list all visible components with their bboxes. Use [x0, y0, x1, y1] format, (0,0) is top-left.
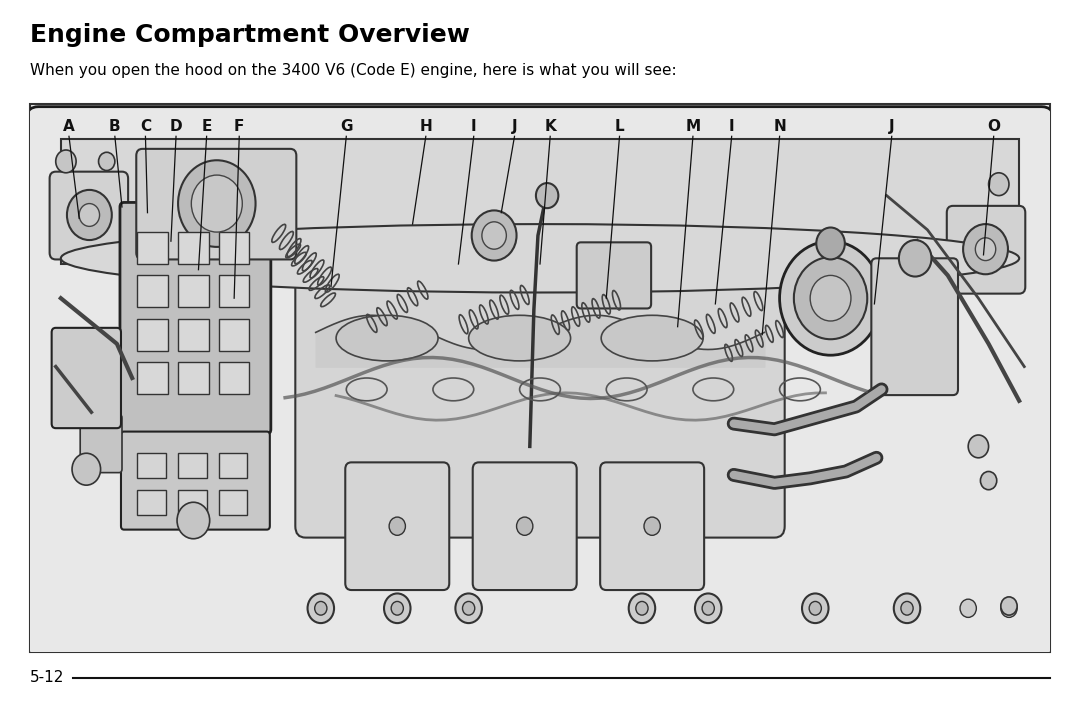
- Text: E: E: [202, 120, 212, 134]
- Circle shape: [56, 150, 76, 173]
- Text: O: O: [987, 120, 1000, 134]
- Circle shape: [702, 601, 714, 615]
- Bar: [137, 232, 167, 264]
- FancyBboxPatch shape: [120, 202, 271, 434]
- FancyBboxPatch shape: [600, 462, 704, 590]
- Ellipse shape: [602, 315, 703, 361]
- Circle shape: [178, 161, 256, 247]
- Ellipse shape: [60, 224, 1020, 292]
- Circle shape: [694, 593, 721, 623]
- Circle shape: [981, 472, 997, 490]
- FancyBboxPatch shape: [26, 107, 1054, 656]
- FancyBboxPatch shape: [50, 171, 129, 259]
- Circle shape: [314, 601, 327, 615]
- Text: A: A: [63, 120, 75, 134]
- Circle shape: [960, 599, 976, 617]
- Circle shape: [67, 190, 112, 240]
- Circle shape: [816, 228, 845, 259]
- Circle shape: [988, 173, 1009, 196]
- Circle shape: [79, 204, 99, 226]
- Text: F: F: [234, 120, 244, 134]
- Text: I: I: [471, 120, 476, 134]
- FancyBboxPatch shape: [80, 415, 122, 472]
- Text: Engine Compartment Overview: Engine Compartment Overview: [30, 23, 470, 47]
- Text: J: J: [889, 120, 894, 134]
- Bar: [178, 490, 206, 515]
- Bar: [137, 319, 167, 351]
- Circle shape: [536, 183, 558, 208]
- Text: When you open the hood on the 3400 V6 (Code E) engine, here is what you will see: When you open the hood on the 3400 V6 (C…: [30, 63, 677, 78]
- Bar: [30, 104, 1050, 652]
- Bar: [219, 319, 249, 351]
- FancyBboxPatch shape: [295, 230, 785, 538]
- Ellipse shape: [469, 315, 570, 361]
- Circle shape: [629, 593, 656, 623]
- Circle shape: [794, 257, 867, 339]
- Bar: [219, 232, 249, 264]
- Bar: [60, 138, 1020, 264]
- Circle shape: [384, 593, 410, 623]
- Circle shape: [968, 435, 988, 458]
- Bar: [137, 362, 167, 394]
- FancyBboxPatch shape: [473, 462, 577, 590]
- Bar: [178, 319, 208, 351]
- Bar: [137, 275, 167, 307]
- FancyBboxPatch shape: [872, 258, 958, 395]
- Circle shape: [177, 503, 210, 539]
- Circle shape: [894, 593, 920, 623]
- FancyBboxPatch shape: [136, 149, 296, 259]
- Circle shape: [901, 601, 914, 615]
- Circle shape: [1001, 599, 1017, 617]
- Circle shape: [191, 175, 242, 232]
- Circle shape: [472, 210, 516, 261]
- Circle shape: [456, 593, 482, 623]
- Text: G: G: [340, 120, 352, 134]
- Circle shape: [391, 601, 404, 615]
- Bar: [219, 454, 247, 478]
- Circle shape: [636, 601, 648, 615]
- FancyBboxPatch shape: [52, 328, 121, 428]
- Bar: [219, 275, 249, 307]
- Text: N: N: [773, 120, 786, 134]
- Text: L: L: [615, 120, 624, 134]
- Circle shape: [308, 593, 334, 623]
- Circle shape: [963, 224, 1008, 274]
- Text: M: M: [686, 120, 701, 134]
- Circle shape: [975, 238, 996, 261]
- Circle shape: [780, 241, 881, 355]
- Text: K: K: [544, 120, 556, 134]
- Circle shape: [899, 240, 931, 276]
- Circle shape: [644, 517, 660, 536]
- Bar: [137, 490, 166, 515]
- Bar: [219, 490, 247, 515]
- Text: C: C: [140, 120, 151, 134]
- Text: B: B: [109, 120, 121, 134]
- FancyBboxPatch shape: [947, 206, 1025, 294]
- Circle shape: [809, 601, 822, 615]
- Text: D: D: [170, 120, 183, 134]
- Ellipse shape: [336, 315, 438, 361]
- Circle shape: [482, 222, 507, 249]
- Circle shape: [389, 517, 405, 536]
- FancyBboxPatch shape: [346, 462, 449, 590]
- Text: I: I: [729, 120, 734, 134]
- Text: 5-12: 5-12: [30, 670, 65, 685]
- Bar: [137, 454, 166, 478]
- Bar: [219, 362, 249, 394]
- Bar: [178, 362, 208, 394]
- Bar: [178, 275, 208, 307]
- Circle shape: [72, 454, 100, 485]
- Text: H: H: [419, 120, 432, 134]
- FancyBboxPatch shape: [577, 243, 651, 308]
- Circle shape: [98, 152, 114, 171]
- Circle shape: [1001, 597, 1017, 615]
- Text: J: J: [512, 120, 517, 134]
- Circle shape: [462, 601, 475, 615]
- Circle shape: [810, 275, 851, 321]
- Bar: [178, 454, 206, 478]
- FancyBboxPatch shape: [121, 431, 270, 530]
- Circle shape: [802, 593, 828, 623]
- Bar: [178, 232, 208, 264]
- Circle shape: [516, 517, 532, 536]
